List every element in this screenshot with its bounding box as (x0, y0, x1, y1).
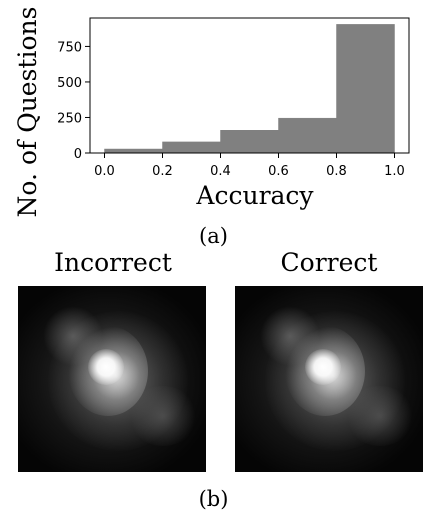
heatmap-title-correct: Correct (280, 248, 378, 277)
plot-frame (89, 17, 410, 154)
x-tick-label: 0.4 (210, 164, 231, 179)
x-tick-label: 0.8 (326, 164, 347, 179)
accuracy-histogram: No. of Questions Accuracy 0.0 0.2 0.4 0.6 0.… (13, 7, 410, 218)
histogram-bar (278, 117, 337, 154)
y-tick-label: 0 (74, 147, 82, 162)
x-axis-label: Accuracy (195, 181, 314, 210)
histogram-bar (162, 141, 221, 154)
caption-a: (a) (199, 224, 228, 248)
heatmap-correct (235, 286, 423, 472)
heatmap-incorrect (18, 286, 206, 472)
x-tick-label: 1.0 (384, 164, 405, 179)
y-tick-label: 750 (57, 40, 82, 55)
histogram-bar (220, 130, 279, 154)
y-axis-label: No. of Questions (13, 7, 42, 218)
x-tick-label: 0.2 (152, 164, 173, 179)
y-tick-label: 250 (57, 111, 82, 126)
histogram-bar (336, 24, 395, 154)
x-tick-label: 0.0 (94, 164, 115, 179)
heatmap-title-incorrect: Incorrect (54, 248, 172, 277)
histogram-bar (104, 148, 163, 154)
y-tick-label: 500 (57, 76, 82, 91)
caption-b: (b) (198, 487, 229, 511)
x-tick-label: 0.6 (268, 164, 289, 179)
